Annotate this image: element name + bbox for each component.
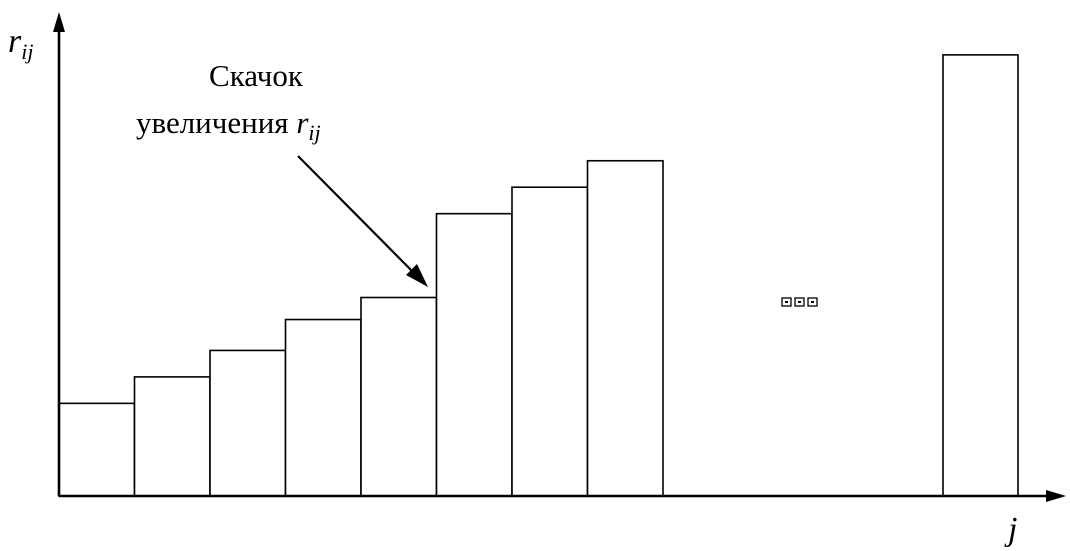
bar-7 [511,186,589,497]
annotation-arrow-head [406,264,428,287]
bar-6 [435,212,513,497]
bar-1 [58,402,136,497]
y-axis [53,12,65,496]
bar-2 [133,376,211,497]
y-axis-label: rij [8,23,33,64]
y-axis-arrow [53,12,65,32]
annotation-arrow-line [297,155,414,273]
bar-8 [586,159,664,497]
ellipsis-dot-center-2 [798,301,801,303]
ellipsis-marker [781,297,818,307]
bar-4 [284,318,362,497]
bars-group [58,54,1019,497]
annotation-line-2: увеличения rij [136,105,321,145]
x-axis-label: j [1004,511,1017,548]
ellipsis-dot-center-1 [785,301,788,303]
bar-3 [209,349,287,497]
bar-5 [360,296,438,497]
ellipsis-dot-center-3 [811,301,814,303]
x-axis [59,490,1066,502]
x-axis-arrow [1046,490,1066,502]
bar-last [942,54,1019,497]
annotation-line-1: Скачок [209,58,304,93]
annotation: Скачок увеличения rij [136,58,428,287]
